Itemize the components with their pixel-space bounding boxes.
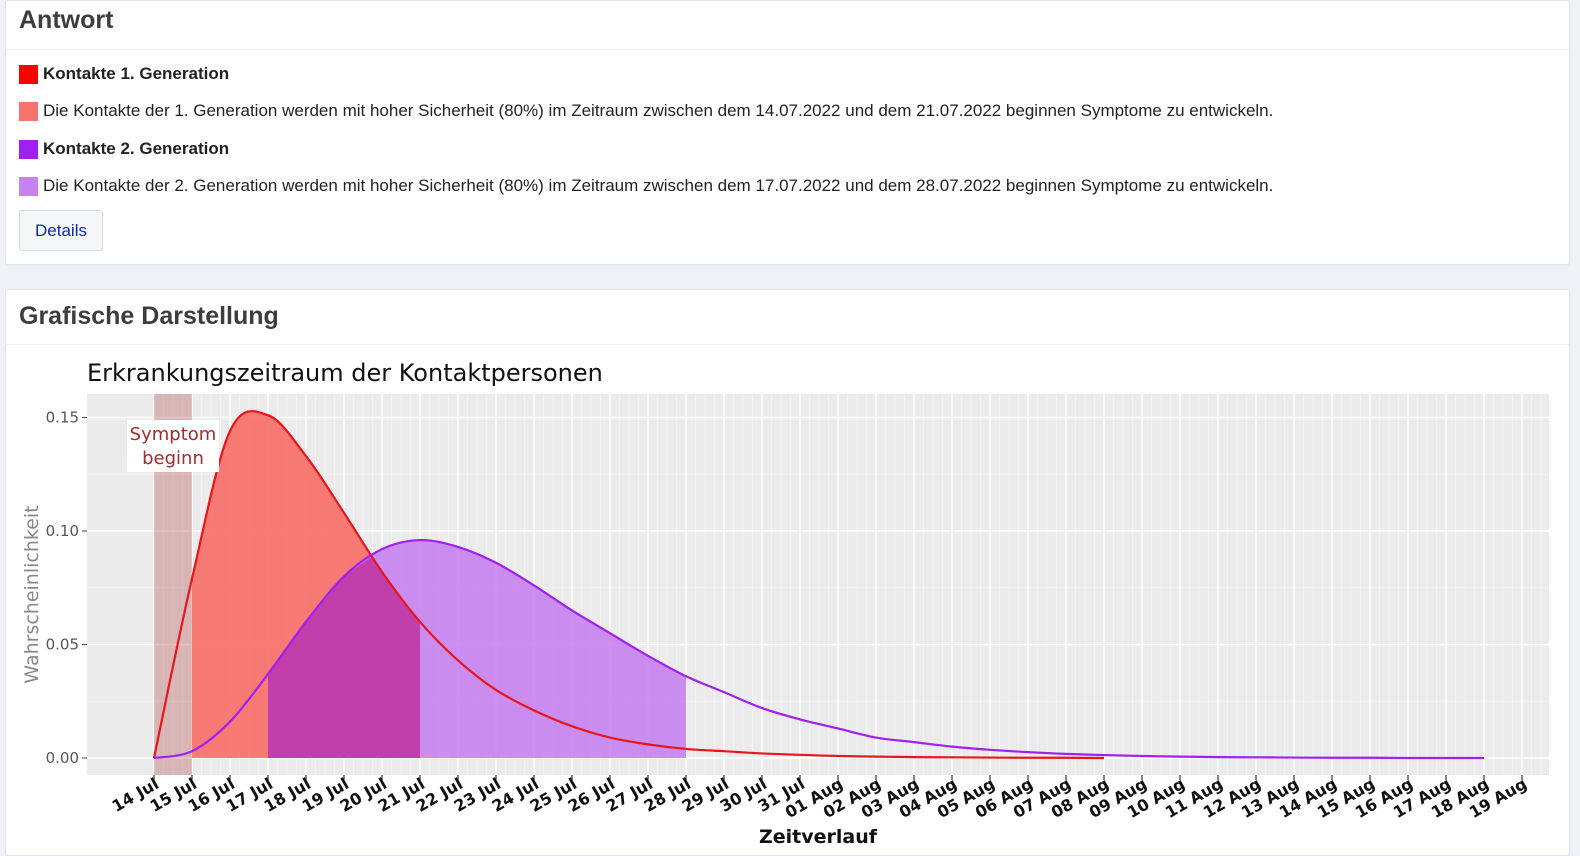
y-tick-label: 0.15	[46, 409, 79, 427]
gen1-heading: Kontakte 1. Generation	[19, 64, 229, 84]
gen2-heading: Kontakte 2. Generation	[19, 139, 229, 159]
y-tick-label: 0.10	[46, 522, 79, 540]
x-axis-title: Zeitverlauf	[759, 826, 878, 848]
answer-title: Antwort	[19, 6, 114, 34]
graph-title: Grafische Darstellung	[19, 302, 279, 330]
gen1-range-swatch	[19, 101, 38, 121]
gen1-label: Kontakte 1. Generation	[43, 64, 230, 83]
answer-card: Antwort Kontakte 1. Generation Die Konta…	[5, 0, 1570, 265]
details-button[interactable]: Details	[19, 210, 103, 251]
graph-divider	[6, 344, 1569, 345]
symptom-label-text: beginn	[142, 448, 204, 469]
gen2-density-line	[153, 538, 1484, 760]
gen1-color-swatch	[19, 64, 38, 84]
answer-divider	[6, 49, 1569, 50]
gen1-text: Die Kontakte der 1. Generation werden mi…	[43, 101, 1274, 120]
symptom-label-box	[127, 420, 219, 472]
overlap-shaded-area	[268, 557, 420, 758]
gen1-description: Die Kontakte der 1. Generation werden mi…	[19, 101, 1273, 121]
gen2-description: Die Kontakte der 2. Generation werden mi…	[19, 176, 1273, 196]
chart-title: Erkrankungszeitraum der Kontaktpersonen	[87, 359, 603, 387]
gen2-label: Kontakte 2. Generation	[43, 139, 230, 158]
y-tick-label: 0.05	[46, 636, 79, 654]
gen2-color-swatch	[19, 139, 38, 159]
y-axis-title: Wahrscheinlichkeit	[21, 505, 43, 683]
probability-chart: Symptom beginn 0.00 0.05 0.10 0.15 Wahrscheinl…	[21, 359, 1549, 848]
gen2-text: Die Kontakte der 2. Generation werden mi…	[43, 176, 1274, 195]
y-tick-label: 0.00	[46, 749, 79, 767]
gen2-range-swatch	[19, 176, 38, 196]
gen1-density-line	[152, 410, 1105, 760]
symptom-label-text: Symptom	[130, 424, 217, 445]
graph-card: Grafische Darstellung Symptom beginn 0.00 0…	[5, 289, 1570, 856]
